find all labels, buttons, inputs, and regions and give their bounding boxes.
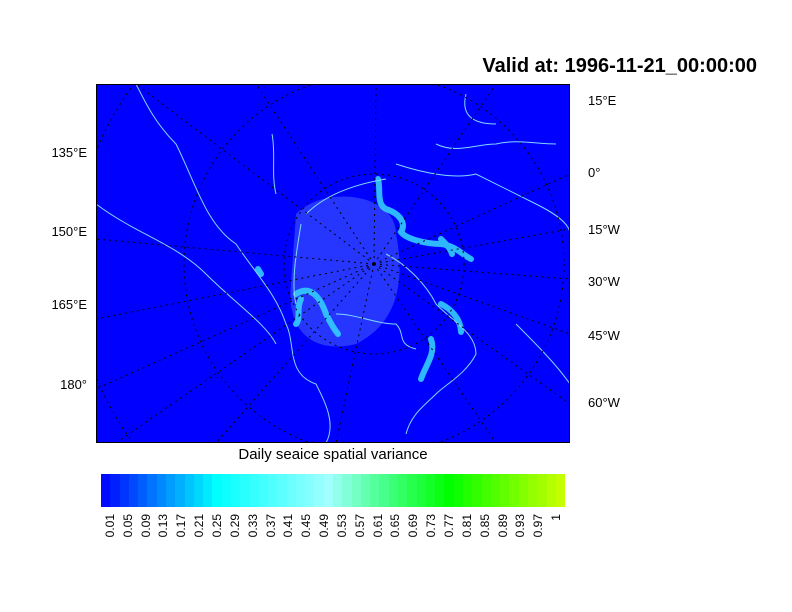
colorbar-tick-label: 0.13: [156, 514, 171, 538]
lon-label-right: 15°W: [588, 222, 620, 237]
colorbar-box: [500, 474, 510, 507]
colorbar-box: [184, 474, 194, 507]
colorbar-tick-label: 0.69: [406, 514, 421, 538]
colorbar-caption: Daily seaice spatial variance: [238, 446, 428, 463]
lon-label-left: 165°E: [51, 297, 87, 312]
colorbar-tick-label: 0.05: [120, 514, 135, 538]
map-plot: [96, 84, 570, 443]
colorbar-tick-label: 0.89: [495, 514, 510, 538]
colorbar-box: [286, 474, 296, 507]
colorbar-box: [240, 474, 250, 507]
lon-label-right: 45°W: [588, 328, 620, 343]
colorbar-tick-label: 0.93: [513, 514, 528, 538]
colorbar-box: [472, 474, 482, 507]
colorbar-tick-label: 0.49: [317, 514, 332, 538]
colorbar-box: [249, 474, 259, 507]
colorbar-box: [407, 474, 417, 507]
colorbar-box: [110, 474, 120, 507]
colorbar-tick-label: 0.81: [459, 514, 474, 538]
colorbar-box: [323, 474, 334, 507]
colorbar-box: [193, 474, 204, 507]
colorbar-box: [518, 474, 528, 507]
coastlines: [96, 84, 570, 443]
colorbar-tick-label: 0.65: [388, 514, 403, 538]
colorbar-tick-label: 1: [549, 514, 564, 521]
colorbar-box: [388, 474, 398, 507]
lon-label-right: 15°E: [588, 93, 617, 108]
colorbar-box: [128, 474, 139, 507]
colorbar-box: [175, 474, 185, 507]
lon-label-right: 30°W: [588, 274, 620, 289]
colorbar-tick-label: 0.61: [370, 514, 385, 538]
colorbar-box: [212, 474, 222, 507]
colorbar-box: [119, 474, 129, 507]
colorbar-box: [435, 474, 445, 507]
colorbar-tick-label: 0.73: [424, 514, 439, 538]
colorbar-box: [342, 474, 352, 507]
colorbar-box: [490, 474, 501, 507]
colorbar-box: [555, 474, 566, 507]
colorbar-box: [203, 474, 213, 507]
colorbar-box: [165, 474, 176, 507]
ice-edge-band: [255, 176, 474, 382]
lon-label-right: 60°W: [588, 395, 620, 410]
colorbar-tick-label: 0.53: [334, 514, 349, 538]
map-frame: [96, 84, 570, 443]
colorbar-tick-label: 0.57: [352, 514, 367, 538]
colorbar-box: [314, 474, 324, 507]
colorbar: [101, 474, 566, 507]
colorbar-box: [509, 474, 519, 507]
colorbar-tick-label: 0.25: [210, 514, 224, 538]
colorbar-tick-label: 0.97: [531, 514, 546, 538]
colorbar-box: [268, 474, 278, 507]
colorbar-tick-label: 0.41: [281, 514, 296, 538]
colorbar-box: [295, 474, 306, 507]
colorbar-box: [462, 474, 473, 507]
colorbar-box: [546, 474, 556, 507]
colorbar-box: [305, 474, 315, 507]
colorbar-box: [481, 474, 491, 507]
colorbar-box: [258, 474, 269, 507]
colorbar-box: [147, 474, 157, 507]
lon-label-right: 0°: [588, 165, 601, 180]
colorbar-tick-label: 0.77: [442, 514, 456, 538]
colorbar-tick-label: 0.45: [299, 514, 314, 538]
graticule: [96, 84, 570, 443]
colorbar-box: [444, 474, 454, 507]
colorbar-box: [156, 474, 166, 507]
colorbar-box: [333, 474, 343, 507]
colorbar-box: [379, 474, 389, 507]
colorbar-box: [101, 474, 111, 507]
colorbar-tick-label: 0.17: [174, 514, 189, 538]
plot-title: Valid at: 1996-11-21_00:00:00: [482, 55, 757, 77]
colorbar-tick-label: 0.33: [245, 514, 260, 538]
colorbar-box: [351, 474, 361, 507]
colorbar-box: [425, 474, 436, 507]
colorbar-tick-label: 0.37: [263, 514, 278, 538]
colorbar-tick-label: 0.01: [102, 514, 117, 538]
colorbar-box: [416, 474, 426, 507]
colorbar-box: [277, 474, 287, 507]
lon-label-left: 135°E: [51, 145, 87, 160]
colorbar-box: [453, 474, 463, 507]
lon-label-left: 150°E: [51, 224, 87, 239]
colorbar-box: [537, 474, 547, 507]
lon-label-left: 180°: [60, 377, 87, 392]
colorbar-box: [230, 474, 241, 507]
colorbar-tick-label: 0.21: [192, 514, 207, 538]
ice-variance-field: [290, 196, 400, 347]
colorbar-tick-label: 0.85: [477, 514, 492, 538]
colorbar-box: [398, 474, 408, 507]
colorbar-box: [138, 474, 148, 507]
colorbar-box: [221, 474, 231, 507]
colorbar-box: [527, 474, 538, 507]
colorbar-tick-label: 0.09: [138, 514, 153, 538]
colorbar-box: [360, 474, 371, 507]
colorbar-box: [370, 474, 380, 507]
colorbar-tick-label: 0.29: [227, 514, 242, 538]
